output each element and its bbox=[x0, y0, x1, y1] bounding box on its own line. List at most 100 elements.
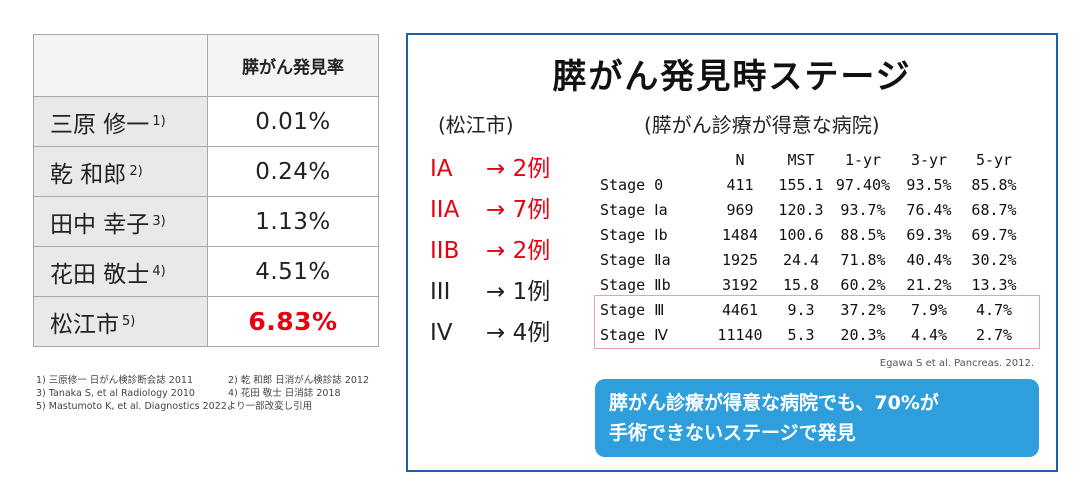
n-cell: 411 bbox=[726, 175, 754, 194]
column-header: 5-yr bbox=[975, 150, 1013, 169]
table-row: 松江市 5) 6.83% bbox=[33, 296, 379, 347]
case-count: → 2例 bbox=[486, 156, 551, 182]
mst-cell: 9.3 bbox=[787, 300, 815, 319]
mst-cell: 100.6 bbox=[778, 225, 824, 244]
researcher-name: 花田 敬士 bbox=[50, 261, 150, 288]
reference-1: 1) 三原修一 日がん検診断会誌 2011 bbox=[36, 375, 193, 386]
survival-5yr-cell: 69.7% bbox=[971, 225, 1017, 244]
survival-5yr-cell: 4.7% bbox=[975, 300, 1013, 319]
reference-marker: 5) bbox=[122, 313, 136, 329]
list-item: IA → 2例 bbox=[430, 149, 550, 190]
column-header: 1-yr bbox=[844, 150, 882, 169]
list-item: IV → 4例 bbox=[430, 313, 550, 354]
mst-cell: 5.3 bbox=[787, 325, 815, 344]
detection-rate-value: 4.51% bbox=[207, 246, 379, 297]
detection-rate-table: 膵がん発見率 三原 修一 1) 0.01% 乾 和郎 2) 0.24% 田中 幸子 3… bbox=[33, 34, 379, 347]
table-row: Stage Ⅱa 1925 24.4 71.8% 40.4% 30.2% bbox=[596, 247, 1026, 272]
table-header-row: 膵がん発見率 bbox=[33, 34, 379, 97]
case-count: → 2例 bbox=[486, 238, 551, 264]
stage-cell: Stage Ⅰa bbox=[600, 200, 668, 219]
survival-1yr-cell: 20.3% bbox=[840, 325, 886, 344]
researcher-name: 三原 修一 bbox=[50, 111, 150, 138]
reference-marker: 1) bbox=[152, 113, 166, 129]
survival-3yr-cell: 40.4% bbox=[906, 250, 952, 269]
empty-header-cell bbox=[33, 34, 208, 97]
survival-stats-table: N MST 1-yr 3-yr 5-yr Stage 0 411 155.1 9… bbox=[596, 147, 1026, 347]
stage-cell: Stage Ⅱb bbox=[600, 275, 671, 294]
column-header bbox=[596, 147, 708, 172]
table-row: 田中 幸子 3) 1.13% bbox=[33, 196, 379, 247]
case-count: → 7例 bbox=[486, 197, 551, 223]
panel-title: 膵がん発見時ステージ bbox=[552, 57, 912, 97]
reference-3: 3) Tanaka S, et al Radiology 2010 bbox=[36, 388, 195, 399]
table-row: 三原 修一 1) 0.01% bbox=[33, 96, 379, 147]
n-cell: 3192 bbox=[721, 275, 759, 294]
callout-line-1: 膵がん診療が得意な病院でも、70%が bbox=[609, 392, 939, 414]
researcher-name: 乾 和郎 bbox=[50, 161, 127, 188]
detection-rate-value: 0.24% bbox=[207, 146, 379, 197]
survival-3yr-cell: 93.5% bbox=[906, 175, 952, 194]
stage-cell: Stage Ⅲ bbox=[600, 300, 665, 319]
mst-cell: 155.1 bbox=[778, 175, 824, 194]
stats-header-row: N MST 1-yr 3-yr 5-yr bbox=[596, 147, 1026, 172]
survival-1yr-cell: 37.2% bbox=[840, 300, 886, 319]
mst-cell: 120.3 bbox=[778, 200, 824, 219]
stage-panel: 膵がん発見時ステージ (松江市) (膵がん診療が得意な病院) IA → 2例 II… bbox=[406, 33, 1058, 472]
reference-marker: 4) bbox=[152, 263, 166, 279]
table-row: Stage Ⅱb 3192 15.8 60.2% 21.2% 13.3% bbox=[596, 272, 1026, 297]
citation: Egawa S et al. Pancreas. 2012. bbox=[879, 358, 1034, 369]
survival-3yr-cell: 76.4% bbox=[906, 200, 952, 219]
stage-label: III bbox=[430, 279, 451, 305]
table-row: Stage 0 411 155.1 97.40% 93.5% 85.8% bbox=[596, 172, 1026, 197]
survival-3yr-cell: 7.9% bbox=[910, 300, 948, 319]
stage-label: IV bbox=[430, 320, 453, 346]
case-count: → 1例 bbox=[486, 279, 551, 305]
table-row: Stage Ⅲ 4461 9.3 37.2% 7.9% 4.7% bbox=[596, 297, 1026, 322]
reference-marker: 3) bbox=[152, 213, 166, 229]
n-cell: 1925 bbox=[721, 250, 759, 269]
survival-5yr-cell: 13.3% bbox=[971, 275, 1017, 294]
table-row: 乾 和郎 2) 0.24% bbox=[33, 146, 379, 197]
survival-5yr-cell: 85.8% bbox=[971, 175, 1017, 194]
matsue-subtitle: (松江市) bbox=[438, 113, 514, 137]
survival-3yr-cell: 4.4% bbox=[910, 325, 948, 344]
detection-rate-header: 膵がん発見率 bbox=[207, 34, 379, 97]
list-item: IIA → 7例 bbox=[430, 190, 550, 231]
table-row: Stage Ⅳ 11140 5.3 20.3% 4.4% 2.7% bbox=[596, 322, 1026, 347]
survival-3yr-cell: 21.2% bbox=[906, 275, 952, 294]
row-name-cell: 松江市 5) bbox=[33, 296, 208, 347]
column-header: MST bbox=[787, 150, 815, 169]
city-name: 松江市 bbox=[50, 311, 119, 338]
n-cell: 4461 bbox=[721, 300, 759, 319]
case-count: → 4例 bbox=[486, 320, 551, 346]
reference-4: 4) 花田 敬士 日消誌 2018 bbox=[228, 388, 341, 399]
survival-1yr-cell: 97.40% bbox=[835, 175, 891, 194]
references: 1) 三原修一 日がん検診断会誌 2011 2) 乾 和郎 日消がん検診誌 201… bbox=[36, 374, 369, 413]
row-name-cell: 乾 和郎 2) bbox=[33, 146, 208, 197]
row-name-cell: 花田 敬士 4) bbox=[33, 246, 208, 297]
stage-label: IIA bbox=[430, 197, 460, 223]
reference-marker: 2) bbox=[129, 163, 143, 179]
reference-2: 2) 乾 和郎 日消がん検診誌 2012 bbox=[228, 375, 370, 386]
detection-rate-value: 0.01% bbox=[207, 96, 379, 147]
conclusion-callout: 膵がん診療が得意な病院でも、70%が 手術できないステージで発見 bbox=[595, 379, 1039, 457]
reference-5: 5) Mastumoto K, et al. Diagnostics 2022よ… bbox=[36, 401, 313, 412]
row-name-cell: 田中 幸子 3) bbox=[33, 196, 208, 247]
table-row: Stage Ⅰa 969 120.3 93.7% 76.4% 68.7% bbox=[596, 197, 1026, 222]
n-cell: 969 bbox=[726, 200, 754, 219]
table-row: Stage Ⅰb 1484 100.6 88.5% 69.3% 69.7% bbox=[596, 222, 1026, 247]
survival-1yr-cell: 93.7% bbox=[840, 200, 886, 219]
mst-cell: 15.8 bbox=[782, 275, 820, 294]
survival-3yr-cell: 69.3% bbox=[906, 225, 952, 244]
stage-label: IIB bbox=[430, 238, 460, 264]
stage-label: IA bbox=[430, 156, 453, 182]
researcher-name: 田中 幸子 bbox=[50, 211, 150, 238]
stage-cell: Stage Ⅰb bbox=[600, 225, 668, 244]
survival-5yr-cell: 2.7% bbox=[975, 325, 1013, 344]
list-item: IIB → 2例 bbox=[430, 231, 550, 272]
column-header: N bbox=[735, 150, 745, 169]
hospital-subtitle: (膵がん診療が得意な病院) bbox=[644, 113, 880, 137]
stage-cell: Stage 0 bbox=[600, 175, 664, 194]
callout-line-2: 手術できないステージで発見 bbox=[609, 422, 856, 444]
detection-rate-value: 1.13% bbox=[207, 196, 379, 247]
